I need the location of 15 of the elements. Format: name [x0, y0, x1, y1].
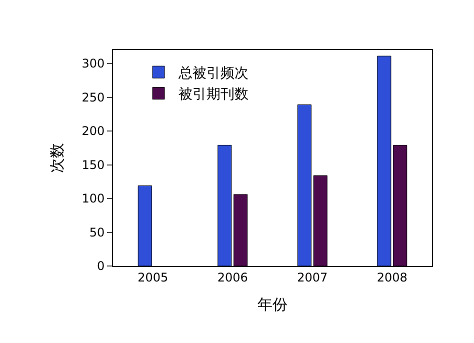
legend-label: 总被引频次 [178, 66, 249, 82]
x-tick-label: 2007 [297, 270, 328, 284]
legend-label: 被引期刊数 [178, 86, 249, 103]
y-tick-label: 250 [82, 90, 105, 104]
x-tick-label: 2008 [376, 270, 408, 284]
x-axis-title: 年份 [258, 295, 288, 314]
y-tick-label: 0 [96, 259, 105, 274]
x-tick-label: 2006 [217, 270, 248, 284]
y-tick-label: 200 [82, 124, 105, 138]
y-tick-label: 50 [89, 225, 105, 240]
y-tick-label: 300 [82, 56, 105, 71]
y-axis-title: 次数 [48, 143, 66, 173]
y-tick-label: 150 [82, 158, 105, 172]
x-tick-label: 2005 [138, 270, 168, 284]
y-tick-label: 100 [82, 192, 105, 206]
